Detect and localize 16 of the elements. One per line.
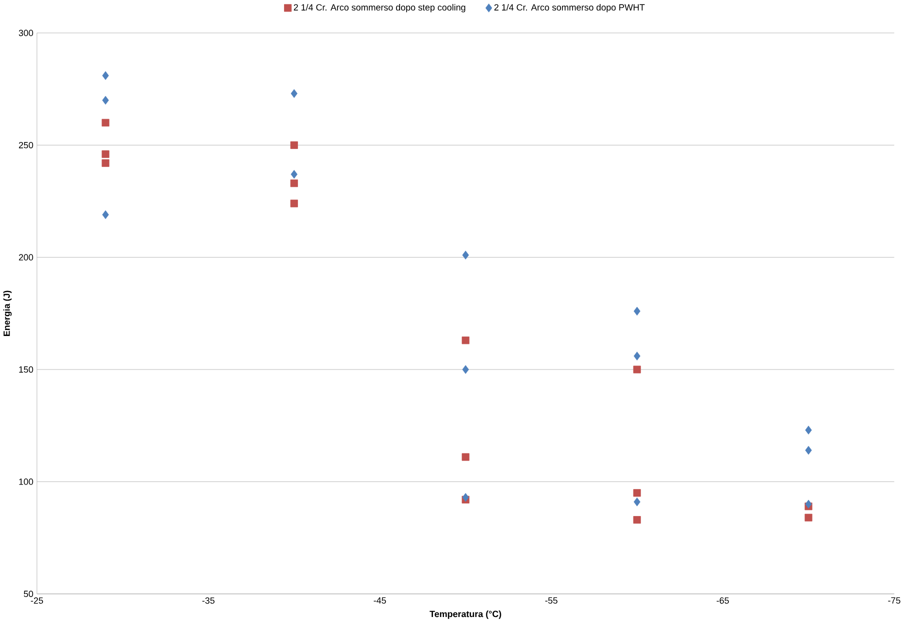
x-tick-label: -25 <box>30 597 44 604</box>
legend-label: 2 1/4 Cr. Arco sommerso dopo step cooling <box>294 4 466 12</box>
x-tick-label: -45 <box>374 597 386 604</box>
x-axis-title: Temperatura (°C) <box>430 610 502 619</box>
y-tick-label: 50 <box>24 590 34 597</box>
y-tick-label: 100 <box>19 478 34 485</box>
x-tick-label: -35 <box>202 597 214 604</box>
y-tick-label: 150 <box>19 366 34 373</box>
x-tick-label: -65 <box>716 597 729 604</box>
y-axis-title: Energia (J) <box>3 290 12 336</box>
y-tick-label: 250 <box>18 142 34 148</box>
y-tick-label: 300 <box>18 30 34 36</box>
x-tick-label: -55 <box>545 597 558 604</box>
x-tick-label: -75 <box>888 597 900 604</box>
legend-label: 2 1/4 Cr. Arco sommerso dopo PWHT <box>494 4 645 12</box>
y-tick-label: 200 <box>18 254 34 260</box>
